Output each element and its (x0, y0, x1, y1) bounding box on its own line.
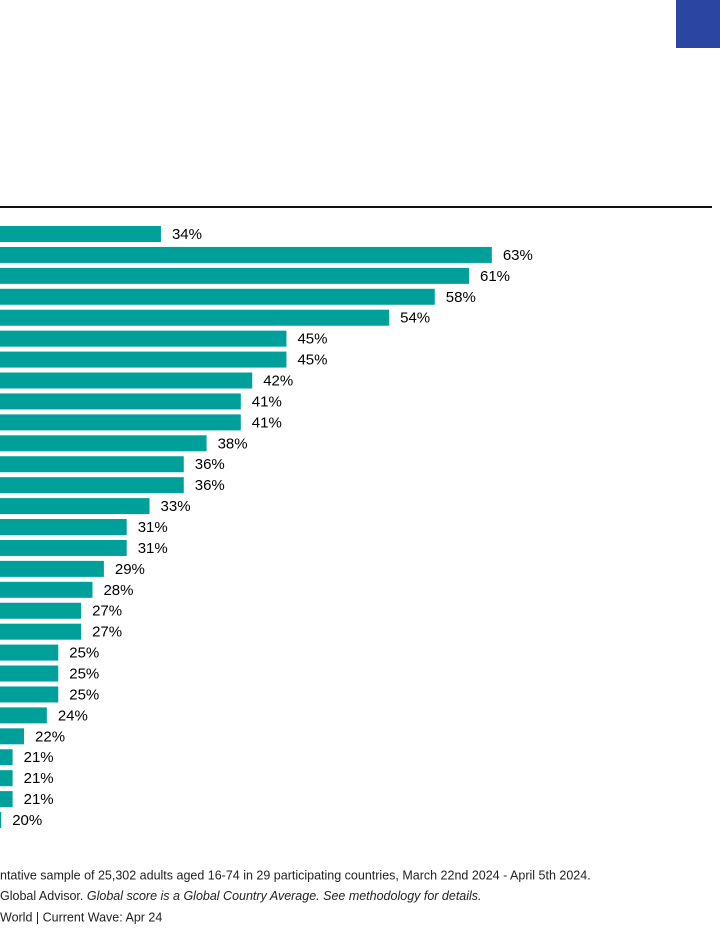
bar (0, 519, 127, 536)
bar (0, 665, 59, 682)
value-label: 63% (503, 247, 533, 264)
bar (0, 393, 241, 410)
bar (0, 498, 150, 515)
value-label: 54% (400, 310, 430, 327)
value-label: 33% (161, 498, 191, 515)
value-label: 36% (195, 456, 225, 473)
bar (0, 644, 59, 661)
value-label: 21% (24, 791, 54, 808)
value-label: 61% (480, 268, 510, 285)
bar (0, 770, 13, 787)
value-label: 27% (92, 603, 122, 620)
footnote: Global Advisor. Global score is a Global… (0, 889, 482, 903)
value-label: 36% (195, 477, 225, 494)
bar (0, 309, 390, 326)
value-label: 31% (138, 540, 168, 557)
value-label: 21% (24, 770, 54, 787)
bar (0, 330, 287, 347)
value-label: 25% (69, 686, 99, 703)
value-label: 27% (92, 624, 122, 641)
value-label: 25% (69, 665, 99, 682)
value-label: 42% (263, 372, 293, 389)
bar (0, 246, 492, 263)
bar (0, 288, 435, 305)
value-label: 25% (69, 645, 99, 662)
value-label: 45% (297, 331, 327, 348)
bar (0, 812, 2, 829)
value-label: 21% (24, 749, 54, 766)
bar (0, 351, 287, 368)
value-label: 41% (252, 393, 282, 410)
footnote-italic: Global score is a Global Country Average… (87, 889, 482, 903)
brand-square (676, 0, 720, 48)
value-label: 41% (252, 414, 282, 431)
value-label: 58% (446, 289, 476, 306)
bar (0, 226, 161, 242)
bar (0, 560, 104, 577)
value-label: 31% (138, 519, 168, 536)
bar (0, 602, 82, 619)
value-label: 29% (115, 561, 145, 578)
bar (0, 728, 25, 745)
footnote-source: Global Advisor. (0, 889, 83, 903)
bar (0, 456, 184, 473)
bar (0, 623, 82, 640)
bar (0, 414, 241, 431)
value-label: 24% (58, 707, 88, 724)
bar (0, 435, 207, 452)
bar (0, 707, 47, 724)
bar (0, 791, 13, 808)
footnote: ntative sample of 25,302 adults aged 16-… (0, 868, 591, 882)
bar (0, 749, 13, 766)
bar (0, 581, 93, 598)
value-label: 20% (12, 812, 42, 829)
value-label: 45% (297, 352, 327, 369)
bar (0, 372, 253, 389)
value-label: 34% (172, 226, 202, 243)
bar (0, 686, 59, 703)
footnote: World | Current Wave: Apr 24 (0, 910, 162, 924)
bar (0, 267, 470, 284)
value-label: 38% (218, 435, 248, 452)
bar (0, 477, 184, 494)
value-label: 22% (35, 728, 65, 745)
bar (0, 539, 127, 556)
value-label: 28% (103, 582, 133, 599)
